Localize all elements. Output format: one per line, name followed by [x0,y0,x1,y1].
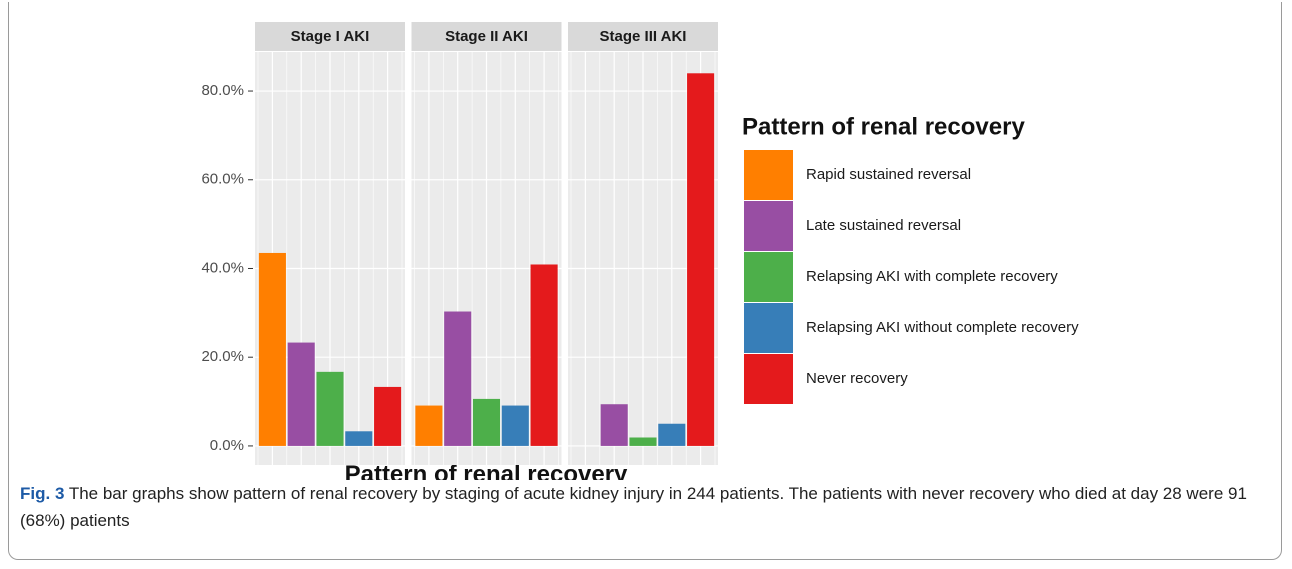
bar [687,73,715,446]
legend-swatch [744,150,793,200]
legend-title: Pattern of renal recovery [742,113,1025,140]
bar [345,431,373,446]
bar [658,423,686,446]
strip-label: Stage III AKI [600,28,687,45]
bar [415,405,443,446]
chart: Pattern of renal recovery Pattern of ren… [201,22,1079,480]
legend-label: Relapsing AKI without complete recovery [806,319,1079,336]
bar [501,405,529,446]
y-tick-label: 0.0% [210,437,244,454]
bar [472,398,501,446]
bar [287,342,315,446]
caption-label: Fig. 3 [20,484,65,503]
legend-swatch [744,354,793,404]
figure-caption: Fig. 3 The bar graphs show pattern of re… [20,480,1260,534]
legend-label: Late sustained reversal [806,217,961,234]
legend-label: Relapsing AKI with complete recovery [806,268,1058,285]
figure-frame [8,2,1282,560]
x-axis-label: Pattern of renal recovery [345,461,628,480]
legend-label: Never recovery [806,370,908,387]
caption-text: The bar graphs show pattern of renal rec… [20,484,1247,530]
legend-swatch [744,201,793,251]
legend-swatch [744,303,793,353]
bar [444,311,472,446]
bar [600,404,628,446]
bar [316,371,344,446]
bar [374,386,402,446]
bar [629,437,657,446]
y-tick-label: 20.0% [201,348,244,365]
legend-label: Rapid sustained reversal [806,166,971,183]
strip-label: Stage I AKI [291,28,370,45]
y-tick-label: 40.0% [201,259,244,276]
y-tick-label: 80.0% [201,82,244,99]
y-tick-label: 60.0% [201,171,244,188]
legend-swatch [744,252,793,302]
strip-label: Stage II AKI [445,28,528,45]
strip-background [255,22,405,51]
bar [258,252,286,446]
strip-background [411,22,562,51]
bar [530,264,558,446]
strip-background [568,22,718,51]
